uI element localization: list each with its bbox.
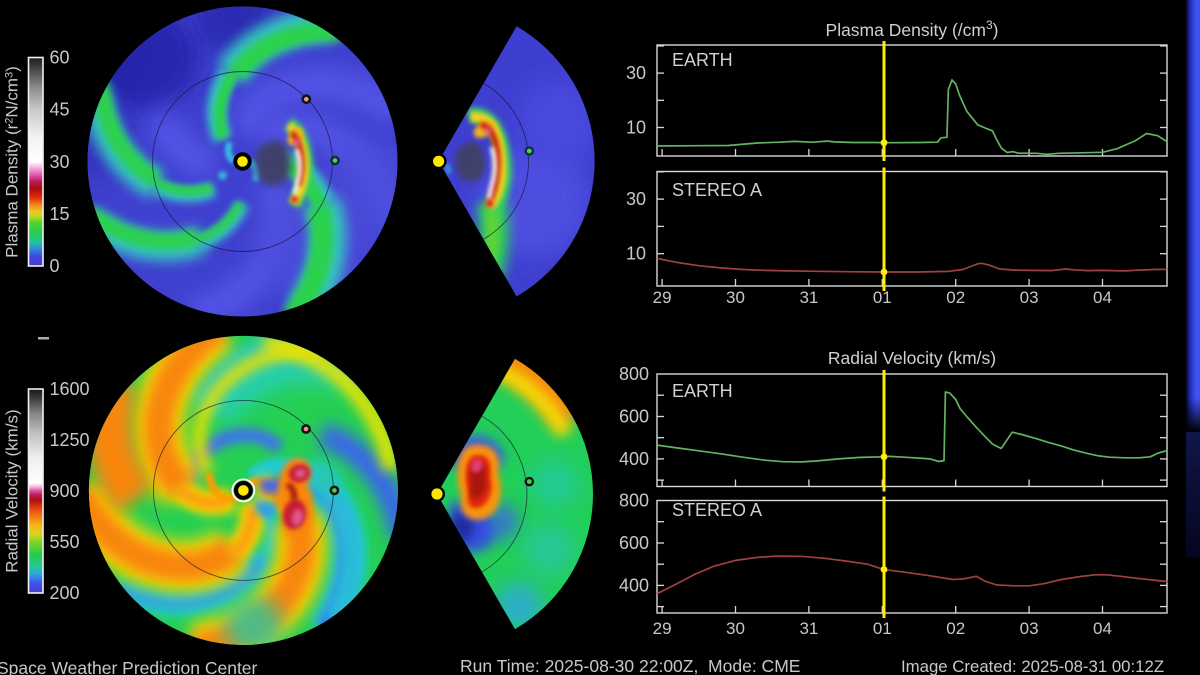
svg-text:0: 0 xyxy=(50,256,60,276)
svg-text:200: 200 xyxy=(50,583,80,603)
svg-text:30: 30 xyxy=(626,189,646,209)
svg-text:Radial Velocity (km/s): Radial Velocity (km/s) xyxy=(828,348,996,368)
svg-text:01: 01 xyxy=(873,619,892,638)
svg-text:Space Weather Prediction Cente: Space Weather Prediction Center xyxy=(0,658,258,675)
svg-text:EARTH: EARTH xyxy=(672,381,733,401)
svg-text:10: 10 xyxy=(626,118,646,138)
svg-text:29: 29 xyxy=(653,288,672,307)
svg-text:60: 60 xyxy=(50,48,70,68)
svg-text:900: 900 xyxy=(50,481,80,501)
svg-text:01: 01 xyxy=(873,288,892,307)
svg-text:Radial Velocity (km/s): Radial Velocity (km/s) xyxy=(3,409,22,572)
svg-text:30: 30 xyxy=(626,63,646,83)
svg-text:31: 31 xyxy=(799,619,818,638)
svg-text:04: 04 xyxy=(1093,619,1112,638)
svg-text:550: 550 xyxy=(50,532,80,552)
svg-text:Plasma Density (r2N/cm3): Plasma Density (r2N/cm3) xyxy=(3,66,22,258)
svg-text:Image Created: 2025-08-31 00:1: Image Created: 2025-08-31 00:12Z xyxy=(901,657,1164,675)
svg-text:30: 30 xyxy=(726,619,745,638)
svg-text:800: 800 xyxy=(619,364,649,384)
svg-text:1250: 1250 xyxy=(50,430,90,450)
svg-text:Plasma Density (/cm3): Plasma Density (/cm3) xyxy=(826,18,999,40)
svg-text:30: 30 xyxy=(50,152,70,172)
svg-text:EARTH: EARTH xyxy=(672,50,733,70)
svg-text:29: 29 xyxy=(653,619,672,638)
svg-text:10: 10 xyxy=(626,244,646,264)
svg-text:STEREO A: STEREO A xyxy=(672,180,762,200)
svg-text:31: 31 xyxy=(799,288,818,307)
svg-text:400: 400 xyxy=(619,449,649,469)
svg-text:STEREO A: STEREO A xyxy=(672,500,762,520)
svg-text:03: 03 xyxy=(1020,619,1039,638)
svg-text:04: 04 xyxy=(1093,288,1112,307)
svg-text:45: 45 xyxy=(50,100,70,120)
svg-text:Run Time: 2025-08-30 22:00Z,: Run Time: 2025-08-30 22:00Z, Mode: CME xyxy=(460,656,800,675)
svg-text:02: 02 xyxy=(946,288,965,307)
svg-text:30: 30 xyxy=(726,288,745,307)
svg-text:02: 02 xyxy=(946,619,965,638)
svg-text:600: 600 xyxy=(619,533,649,553)
svg-text:1600: 1600 xyxy=(50,379,90,399)
svg-text:600: 600 xyxy=(619,406,649,426)
svg-text:15: 15 xyxy=(50,204,70,224)
svg-text:800: 800 xyxy=(619,491,649,511)
svg-text:400: 400 xyxy=(619,575,649,595)
svg-text:03: 03 xyxy=(1020,288,1039,307)
